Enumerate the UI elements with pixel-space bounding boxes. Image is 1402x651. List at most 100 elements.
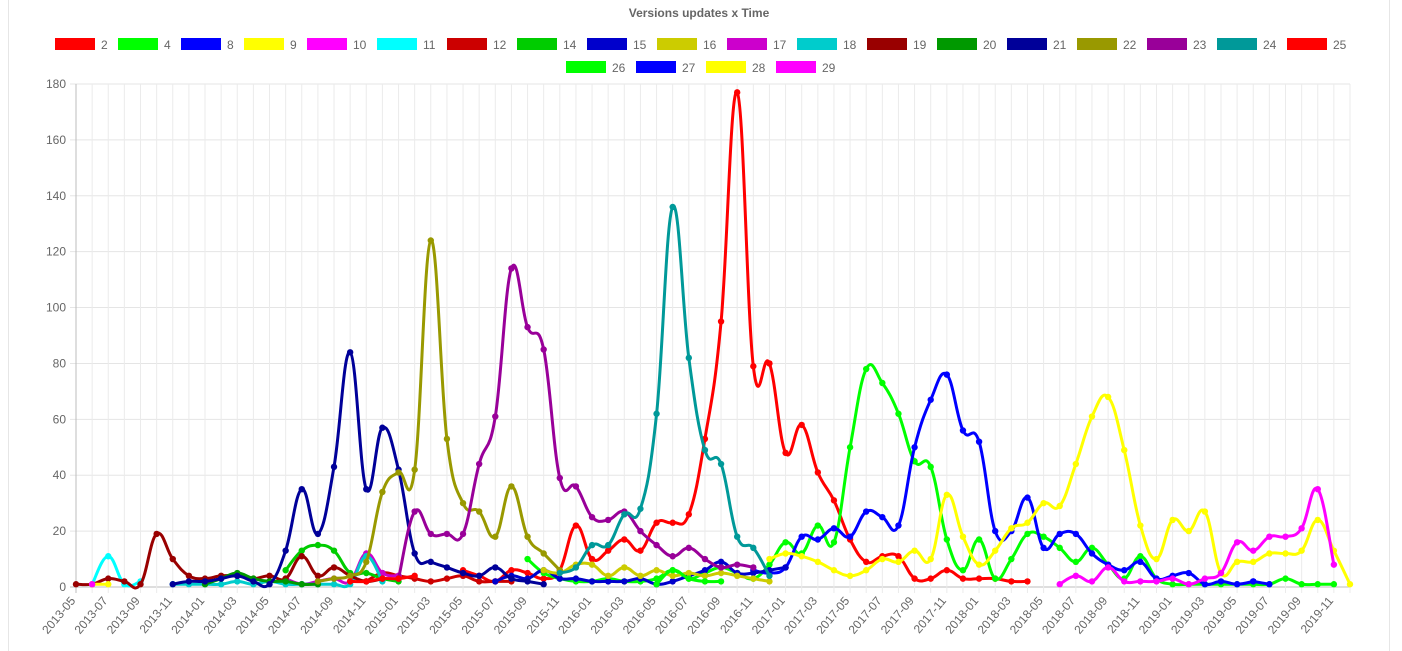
legend-label: 4 <box>164 38 171 52</box>
data-point-23 <box>540 346 547 353</box>
data-point-8 <box>943 371 951 378</box>
data-point-16 <box>685 569 693 577</box>
data-point-23 <box>524 323 531 331</box>
series-22 <box>314 237 563 585</box>
x-tick-label: 2017-05 <box>813 594 852 637</box>
x-tick-label: 2019-03 <box>1168 594 1207 637</box>
x-tick-label: 2015-01 <box>362 594 401 637</box>
data-point-22 <box>524 533 531 540</box>
data-point-9 <box>1233 558 1241 566</box>
data-point-4 <box>863 365 870 373</box>
data-point-20 <box>298 581 305 588</box>
data-point-25 <box>395 575 402 582</box>
data-point-23 <box>669 553 676 560</box>
y-tick-label: 80 <box>53 356 67 370</box>
legend-item-2: 2 <box>55 38 108 52</box>
legend-label: 14 <box>563 38 577 52</box>
data-point-9 <box>911 547 918 554</box>
data-point-8 <box>1056 530 1063 538</box>
data-point-24 <box>733 533 741 540</box>
data-point-23 <box>427 530 434 538</box>
data-point-9 <box>846 572 854 580</box>
x-tick-label: 2019-07 <box>1233 594 1272 637</box>
data-point-2 <box>604 547 612 554</box>
legend-label: 20 <box>983 38 997 52</box>
legend-swatch <box>1287 38 1327 50</box>
data-point-9 <box>1056 502 1063 510</box>
y-tick-label: 120 <box>46 245 66 259</box>
data-point-4 <box>992 575 999 582</box>
data-point-16 <box>717 569 725 577</box>
x-tick-label: 2014-03 <box>201 594 240 637</box>
data-point-22 <box>411 466 418 473</box>
legend-swatch <box>1007 38 1047 50</box>
data-point-15 <box>750 569 757 577</box>
data-point-15 <box>621 578 628 585</box>
legend-label: 22 <box>1123 38 1137 52</box>
x-tick-label: 2019-05 <box>1200 594 1239 637</box>
legend-item-28: 28 <box>706 61 766 75</box>
data-point-4 <box>814 522 822 529</box>
data-point-9 <box>1153 555 1160 563</box>
data-point-9 <box>1266 550 1273 557</box>
data-point-23 <box>653 541 660 549</box>
legend-label: 21 <box>1053 38 1067 52</box>
data-point-15 <box>604 578 612 585</box>
chart-card <box>8 0 1390 651</box>
series-line-11 <box>90 554 142 588</box>
data-point-15 <box>588 578 596 585</box>
data-point-22 <box>346 572 354 580</box>
legend-label: 11 <box>423 38 436 52</box>
data-point-8 <box>959 427 967 434</box>
x-tick-label: 2015-07 <box>459 594 498 637</box>
data-point-16 <box>604 572 612 580</box>
data-point-23 <box>733 561 741 568</box>
data-point-9 <box>1137 522 1144 529</box>
data-point-2 <box>669 519 676 526</box>
data-point-8 <box>1040 544 1047 552</box>
data-point-4 <box>975 536 983 543</box>
data-point-19 <box>185 572 193 580</box>
x-tick-label: 2014-07 <box>265 594 304 637</box>
data-point-10 <box>1072 572 1080 580</box>
data-point-15 <box>782 564 789 571</box>
data-point-14 <box>298 547 305 554</box>
data-point-9 <box>782 550 789 557</box>
x-tick-label: 2014-09 <box>297 594 336 637</box>
data-point-12 <box>427 578 434 585</box>
data-point-2 <box>524 569 531 577</box>
data-point-15 <box>492 578 499 585</box>
data-point-2 <box>1008 578 1015 585</box>
legend-item-19: 19 <box>867 38 927 52</box>
legend-item-21: 21 <box>1007 38 1067 52</box>
data-point-10 <box>1137 578 1144 585</box>
data-point-10 <box>1282 533 1289 540</box>
data-point-21 <box>250 578 257 585</box>
data-point-26 <box>653 581 660 588</box>
legend-item-11: 11 <box>377 38 436 52</box>
x-tick-label: 2018-05 <box>1007 594 1046 637</box>
series-2 <box>459 89 1031 585</box>
legend-item-9: 9 <box>244 38 297 52</box>
data-point-4 <box>1056 544 1063 552</box>
data-point-16 <box>669 572 676 580</box>
data-point-9 <box>1185 527 1192 535</box>
data-point-22 <box>459 499 467 507</box>
data-point-21 <box>459 569 467 577</box>
data-point-24 <box>685 354 693 362</box>
data-point-24 <box>604 541 612 549</box>
data-point-8 <box>1217 578 1225 585</box>
data-point-21 <box>411 550 418 557</box>
legend-item-26: 26 <box>566 61 626 75</box>
data-point-24 <box>572 564 580 571</box>
legend-item-23: 23 <box>1147 38 1207 52</box>
legend-item-29: 29 <box>776 61 836 75</box>
data-point-22 <box>395 469 402 476</box>
data-point-8 <box>1072 530 1080 538</box>
data-point-4 <box>653 575 660 582</box>
data-point-4 <box>879 379 886 387</box>
series-10 <box>1056 485 1338 588</box>
series-29 <box>88 581 96 588</box>
data-point-2 <box>782 449 789 457</box>
